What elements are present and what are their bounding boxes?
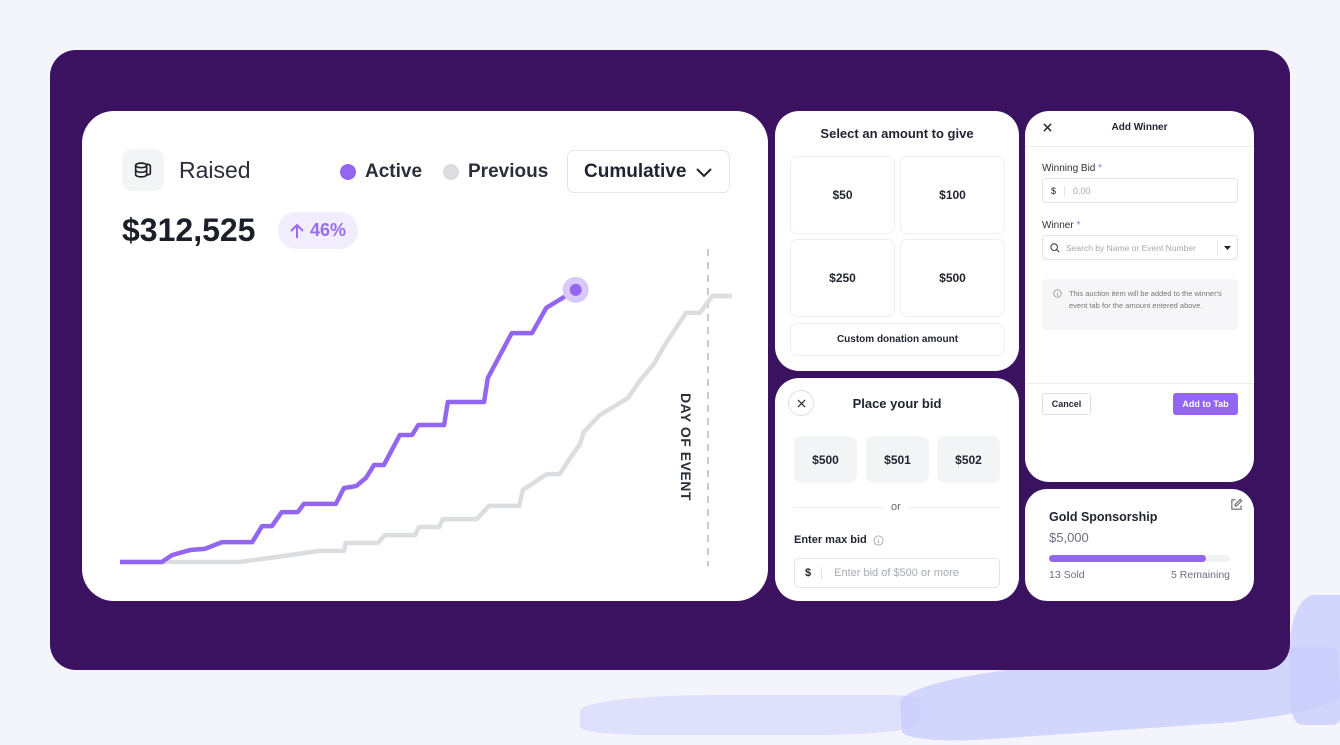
info-note: This auction item will be added to the w…: [1042, 279, 1238, 330]
currency-symbol: $: [795, 567, 823, 579]
divider: [794, 507, 884, 508]
sponsorship-card: Gold Sponsorship $5,000 13 Sold 5 Remain…: [1025, 489, 1254, 601]
raised-card: Raised Active Previous Cumulative $312,5…: [82, 111, 768, 601]
cancel-button[interactable]: Cancel: [1042, 393, 1091, 415]
bid-option[interactable]: $500: [794, 436, 857, 483]
donation-card: Select an amount to give $50 $100 $250 $…: [775, 111, 1019, 371]
close-button[interactable]: [788, 390, 814, 416]
max-bid-placeholder: Enter bid of $500 or more: [834, 567, 959, 579]
progress-fill: [1049, 555, 1207, 562]
change-value: 46%: [310, 220, 347, 240]
close-icon: [796, 398, 806, 408]
dropdown-caret-icon[interactable]: [1217, 240, 1237, 255]
arrow-up-icon: [290, 223, 304, 238]
day-of-event-label: DAY OF EVENT: [678, 393, 694, 501]
sold-progress-bar: [1049, 555, 1230, 562]
bid-option[interactable]: $502: [937, 436, 1000, 483]
search-icon: [1050, 242, 1060, 253]
decorative-brush: [580, 695, 920, 735]
sponsorship-price: $5,000: [1049, 530, 1089, 545]
required-mark: *: [1076, 220, 1081, 231]
raised-chart: [120, 249, 732, 566]
info-icon[interactable]: [873, 534, 884, 546]
divider: [909, 507, 1000, 508]
search-placeholder: Search by Name or Event Number: [1066, 242, 1196, 253]
coins-stack-icon: [122, 149, 164, 191]
max-bid-label: Enter max bid: [794, 534, 884, 546]
info-text: This auction item will be added to the w…: [1069, 289, 1222, 310]
legend-label: Previous: [468, 161, 549, 182]
series-line-previous: [120, 293, 732, 565]
label-text: Winner: [1042, 220, 1074, 231]
view-select[interactable]: Cumulative: [567, 150, 730, 193]
bid-title: Place your bid: [852, 396, 942, 411]
currency-symbol: $: [1043, 185, 1066, 196]
info-icon: [1053, 289, 1062, 298]
required-mark: *: [1098, 163, 1103, 174]
chevron-down-icon: [696, 167, 712, 177]
winner-label: Winner *: [1042, 220, 1080, 231]
edit-icon[interactable]: [1230, 498, 1243, 511]
legend-active[interactable]: Active: [340, 161, 422, 183]
legend-previous[interactable]: Previous: [443, 161, 548, 183]
legend-label: Active: [365, 161, 423, 182]
divider: [1025, 146, 1254, 147]
add-to-tab-button[interactable]: Add to Tab: [1173, 393, 1238, 415]
winner-search-select[interactable]: Search by Name or Event Number: [1042, 235, 1238, 260]
card-title: Raised: [179, 157, 251, 183]
active-endpoint: [569, 283, 582, 296]
change-badge: 46%: [278, 212, 359, 249]
sponsorship-title: Gold Sponsorship: [1049, 510, 1158, 524]
or-separator: or: [891, 501, 901, 513]
label-text: Winning Bid: [1042, 163, 1096, 174]
winning-bid-label: Winning Bid *: [1042, 163, 1102, 174]
bid-option[interactable]: $501: [866, 436, 929, 483]
bid-placeholder: 0.00: [1073, 185, 1091, 196]
legend-dot: [340, 164, 356, 180]
close-icon[interactable]: [1043, 123, 1052, 132]
amount-option[interactable]: $50: [790, 156, 895, 234]
custom-amount-button[interactable]: Custom donation amount: [790, 323, 1005, 356]
donation-title: Select an amount to give: [820, 126, 974, 141]
max-bid-input[interactable]: $ Enter bid of $500 or more: [794, 558, 1000, 588]
view-select-value: Cumulative: [584, 160, 687, 182]
divider: [1025, 383, 1254, 384]
amount-option[interactable]: $500: [900, 239, 1005, 317]
total-raised: $312,525: [122, 212, 256, 248]
add-winner-dialog: Add Winner Winning Bid * $0.00 Winner * …: [1025, 111, 1254, 482]
remaining-count: 5 Remaining: [1171, 569, 1230, 581]
amount-option[interactable]: $250: [790, 239, 895, 317]
max-bid-text: Enter max bid: [794, 534, 867, 546]
sold-count: 13 Sold: [1049, 569, 1085, 581]
dialog-title: Add Winner: [1111, 122, 1168, 133]
winning-bid-input[interactable]: $0.00: [1042, 178, 1238, 203]
legend-dot: [443, 164, 459, 180]
amount-option[interactable]: $100: [900, 156, 1005, 234]
bid-card: Place your bid $500 $501 $502 or Enter m…: [775, 378, 1019, 601]
series-line-active: [120, 287, 577, 565]
